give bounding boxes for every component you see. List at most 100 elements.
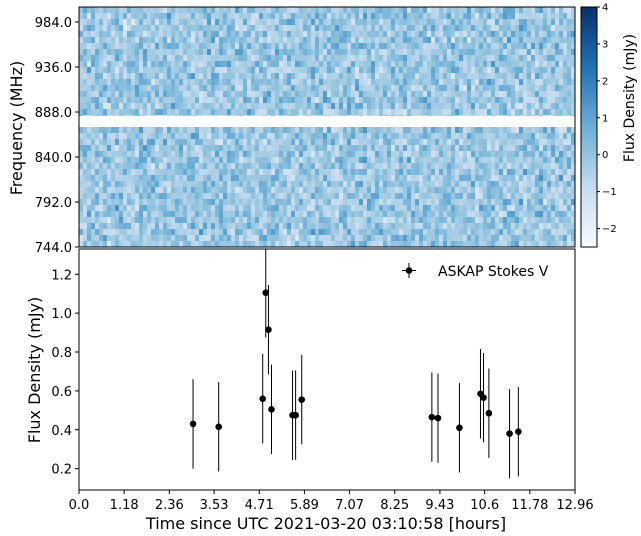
heatmap-cell: [139, 109, 143, 115]
heatmap-cell: [363, 73, 367, 79]
heatmap-cell: [487, 37, 491, 43]
heatmap-cell: [219, 7, 223, 13]
heatmap-cell: [567, 73, 571, 79]
heatmap-cell: [447, 169, 451, 175]
heatmap-cell: [379, 127, 383, 133]
heatmap-cell: [259, 175, 263, 181]
heatmap-cell: [103, 61, 107, 67]
heatmap-cell: [235, 127, 239, 133]
heatmap-cell: [487, 163, 491, 169]
heatmap-cell: [191, 193, 195, 199]
heatmap-cell: [427, 13, 431, 19]
heatmap-cell: [475, 43, 479, 49]
heatmap-cell: [323, 187, 327, 193]
heatmap-cell: [443, 151, 447, 157]
heatmap-cell: [171, 241, 175, 247]
heatmap-cell: [339, 127, 343, 133]
heatmap-cell: [295, 199, 299, 205]
heatmap-cell: [175, 193, 179, 199]
heatmap-cell: [219, 229, 223, 235]
heatmap-cell: [311, 13, 315, 19]
heatmap-cell: [535, 133, 539, 139]
heatmap-cell: [383, 37, 387, 43]
heatmap-cell: [139, 175, 143, 181]
heatmap-cell: [471, 61, 475, 67]
heatmap-cell: [291, 67, 295, 73]
heatmap-cell: [183, 97, 187, 103]
heatmap-cell: [111, 31, 115, 37]
heatmap-cell: [319, 49, 323, 55]
heatmap-cell: [243, 67, 247, 73]
heatmap-cell: [203, 217, 207, 223]
heatmap-cell: [547, 199, 551, 205]
frequency-tick-label: 744.0: [35, 241, 72, 256]
heatmap-cell: [547, 67, 551, 73]
heatmap-cell: [479, 85, 483, 91]
heatmap-cell: [219, 211, 223, 217]
heatmap-cell: [235, 139, 239, 145]
heatmap-cell: [147, 181, 151, 187]
heatmap-cell: [299, 133, 303, 139]
heatmap-cell: [339, 217, 343, 223]
heatmap-cell: [319, 229, 323, 235]
heatmap-cell: [111, 127, 115, 133]
heatmap-cell: [535, 193, 539, 199]
heatmap-cell: [247, 181, 251, 187]
heatmap-cell: [155, 79, 159, 85]
heatmap-cell: [111, 241, 115, 247]
heatmap-cell: [283, 61, 287, 67]
heatmap-cell: [459, 199, 463, 205]
heatmap-cell: [551, 13, 555, 19]
heatmap-cell: [363, 55, 367, 61]
heatmap-cell: [471, 49, 475, 55]
heatmap-cell: [311, 145, 315, 151]
heatmap-cell: [491, 31, 495, 37]
heatmap-cell: [567, 43, 571, 49]
heatmap-cell: [135, 13, 139, 19]
heatmap-cell: [387, 217, 391, 223]
heatmap-cell: [275, 79, 279, 85]
heatmap-cell: [415, 109, 419, 115]
heatmap-cell: [247, 229, 251, 235]
heatmap-cell: [367, 55, 371, 61]
heatmap-cell: [179, 43, 183, 49]
heatmap-cell: [259, 79, 263, 85]
heatmap-cell: [327, 85, 331, 91]
heatmap-cell: [171, 7, 175, 13]
heatmap-cell: [123, 211, 127, 217]
heatmap-cell: [483, 193, 487, 199]
heatmap-cell: [211, 139, 215, 145]
heatmap-cell: [567, 235, 571, 241]
heatmap-cell: [187, 103, 191, 109]
heatmap-cell: [523, 37, 527, 43]
heatmap-cell: [203, 199, 207, 205]
heatmap-cell: [327, 163, 331, 169]
heatmap-cell: [555, 97, 559, 103]
heatmap-cell: [411, 217, 415, 223]
heatmap-cell: [451, 7, 455, 13]
heatmap-cell: [279, 205, 283, 211]
heatmap-cell: [239, 91, 243, 97]
heatmap-cell: [167, 7, 171, 13]
heatmap-cell: [311, 151, 315, 157]
heatmap-cell: [355, 187, 359, 193]
heatmap-cell: [303, 19, 307, 25]
heatmap-cell: [443, 175, 447, 181]
heatmap-cell: [571, 223, 575, 229]
heatmap-cell: [311, 175, 315, 181]
heatmap-cell: [383, 211, 387, 217]
heatmap-cell: [407, 175, 411, 181]
heatmap-cell: [555, 13, 559, 19]
heatmap-cell: [559, 139, 563, 145]
heatmap-cell: [187, 43, 191, 49]
heatmap-cell: [251, 43, 255, 49]
heatmap-cell: [535, 55, 539, 61]
heatmap-cell: [287, 205, 291, 211]
heatmap-cell: [159, 49, 163, 55]
heatmap-cell: [175, 37, 179, 43]
heatmap-cell: [183, 199, 187, 205]
heatmap-cell: [299, 205, 303, 211]
heatmap-cell: [483, 139, 487, 145]
heatmap-cell: [531, 175, 535, 181]
heatmap-cell: [403, 91, 407, 97]
